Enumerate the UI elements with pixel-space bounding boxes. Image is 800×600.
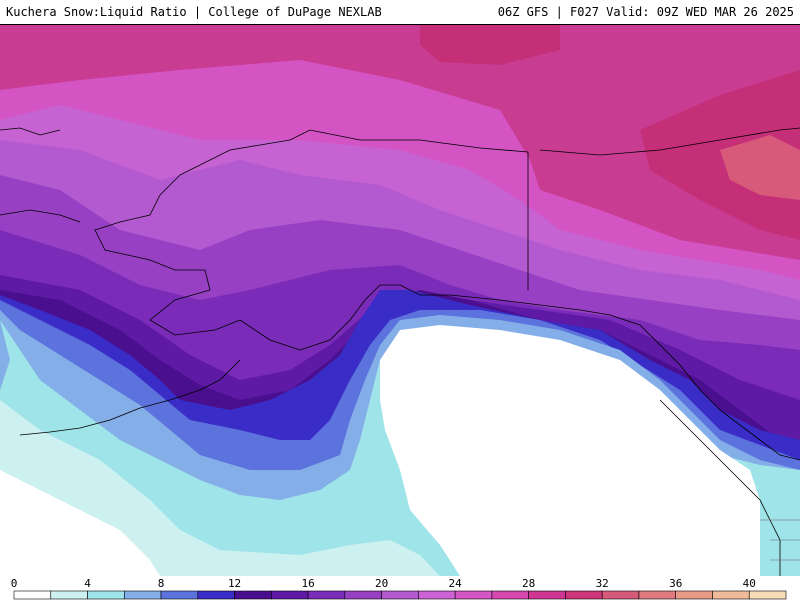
legend-swatch (675, 590, 713, 600)
color-legend: 0 4 8 12 16 20 24 28 32 36 40 (0, 576, 800, 600)
map-header: Kuchera Snow:Liquid Ratio | College of D… (0, 0, 800, 25)
wa-state-lines (770, 539, 800, 561)
legend-tick-label: 12 (228, 577, 241, 590)
legend-swatch (197, 590, 235, 600)
siberia-coast (0, 127, 61, 136)
product-title: Kuchera Snow:Liquid Ratio | College of D… (6, 5, 382, 19)
legend-swatch (87, 590, 125, 600)
legend-swatch (50, 590, 88, 600)
legend-swatch (454, 590, 493, 600)
legend-swatch (712, 590, 750, 600)
legend-swatch (234, 590, 272, 600)
legend-tick-label: 32 (596, 577, 609, 590)
coastlines (0, 127, 800, 576)
legend-canvas: 0 4 8 12 16 20 24 28 32 36 40 (11, 577, 787, 600)
aleutian-islands (199, 359, 241, 391)
model-run-valid-time: 06Z GFS | F027 Valid: 09Z WED MAR 26 202… (497, 5, 794, 19)
legend-tick-label: 8 (158, 577, 165, 590)
legend-swatch (160, 590, 199, 600)
legend-tick-label: 16 (301, 577, 314, 590)
legend-swatch (381, 590, 419, 600)
legend-tick-label: 0 (11, 577, 18, 590)
alaska-west-coast (94, 174, 241, 336)
legend-swatch (601, 590, 640, 600)
bc-coast (659, 399, 781, 576)
canada-coast (539, 127, 800, 156)
legend-swatch (271, 590, 309, 600)
legend-swatch (491, 590, 529, 600)
legend-tick-label: 24 (449, 577, 463, 590)
legend-tick-label: 40 (743, 577, 756, 590)
ratio-field-30-east (640, 70, 800, 240)
borders (760, 519, 800, 561)
ratio-field-30 (420, 25, 560, 65)
st-lawrence-island (0, 209, 81, 223)
alaska-north-coast (179, 129, 529, 176)
ratio-field-0 (380, 325, 760, 576)
aleutian-chain (19, 389, 201, 436)
legend-swatch (13, 590, 52, 600)
legend-tick-label: 4 (84, 577, 91, 590)
legend-tick-label: 20 (375, 577, 388, 590)
ratio-field-0-sw (0, 470, 160, 576)
alaska-peninsula (239, 284, 800, 461)
legend-swatch (344, 590, 382, 600)
legend-swatch (748, 590, 787, 600)
legend-swatch (123, 590, 162, 600)
ratio-field-32 (720, 135, 800, 200)
legend-swatch (565, 590, 603, 600)
map-canvas (0, 25, 800, 576)
legend-tick-label: 36 (669, 577, 682, 590)
legend-swatch (528, 590, 566, 600)
legend-swatch (418, 590, 456, 600)
snow-liquid-ratio-map (0, 25, 800, 576)
legend-swatch (307, 590, 346, 600)
legend-tick-label: 28 (522, 577, 535, 590)
legend-swatch (638, 590, 677, 600)
